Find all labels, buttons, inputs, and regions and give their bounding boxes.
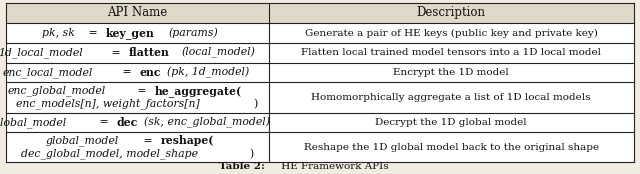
- Text: enc_local_model: enc_local_model: [2, 67, 92, 78]
- Text: =: =: [118, 67, 135, 77]
- Text: HE Framework APIs: HE Framework APIs: [278, 162, 389, 171]
- Text: flatten: flatten: [129, 47, 170, 58]
- Text: API Name: API Name: [108, 6, 168, 19]
- Text: (params): (params): [168, 28, 218, 38]
- Text: =: =: [85, 28, 101, 38]
- Text: reshape(: reshape(: [161, 135, 214, 146]
- Text: enc_models[n], weight_factors[n]: enc_models[n], weight_factors[n]: [16, 99, 200, 109]
- Text: (pk, 1d_model): (pk, 1d_model): [167, 67, 250, 78]
- Text: Generate a pair of HE keys (public key and private key): Generate a pair of HE keys (public key a…: [305, 29, 598, 38]
- Text: =: =: [140, 136, 156, 146]
- Text: he_aggregate(: he_aggregate(: [155, 85, 243, 97]
- Text: ): ): [253, 99, 258, 109]
- Text: enc: enc: [140, 67, 161, 78]
- Bar: [6, 3, 634, 23]
- Text: dec: dec: [116, 117, 138, 128]
- Text: Description: Description: [417, 6, 486, 19]
- Text: Table 2:: Table 2:: [219, 162, 265, 171]
- Text: =: =: [108, 48, 124, 58]
- Text: ): ): [249, 149, 253, 159]
- Text: Homomorphically aggregate a list of 1D local models: Homomorphically aggregate a list of 1D l…: [312, 93, 591, 102]
- Text: key_gen: key_gen: [106, 27, 154, 39]
- Text: Encrypt the 1D model: Encrypt the 1D model: [394, 68, 509, 77]
- Text: (sk, enc_global_model): (sk, enc_global_model): [144, 117, 270, 128]
- Text: Flatten local trained model tensors into a 1D local model: Flatten local trained model tensors into…: [301, 48, 601, 57]
- Text: Reshape the 1D global model back to the original shape: Reshape the 1D global model back to the …: [303, 143, 599, 152]
- Text: 1d_local_model: 1d_local_model: [0, 47, 83, 58]
- Text: enc_global_model: enc_global_model: [8, 85, 106, 96]
- Text: =: =: [134, 86, 150, 96]
- Text: dec_global_model: dec_global_model: [0, 117, 67, 128]
- Text: (local_model): (local_model): [181, 47, 255, 58]
- Text: pk, sk: pk, sk: [42, 28, 76, 38]
- Text: Decrypt the 1D global model: Decrypt the 1D global model: [376, 118, 527, 127]
- Text: dec_global_model, model_shape: dec_global_model, model_shape: [20, 148, 198, 159]
- Text: =: =: [95, 117, 112, 128]
- Text: global_model: global_model: [45, 135, 119, 146]
